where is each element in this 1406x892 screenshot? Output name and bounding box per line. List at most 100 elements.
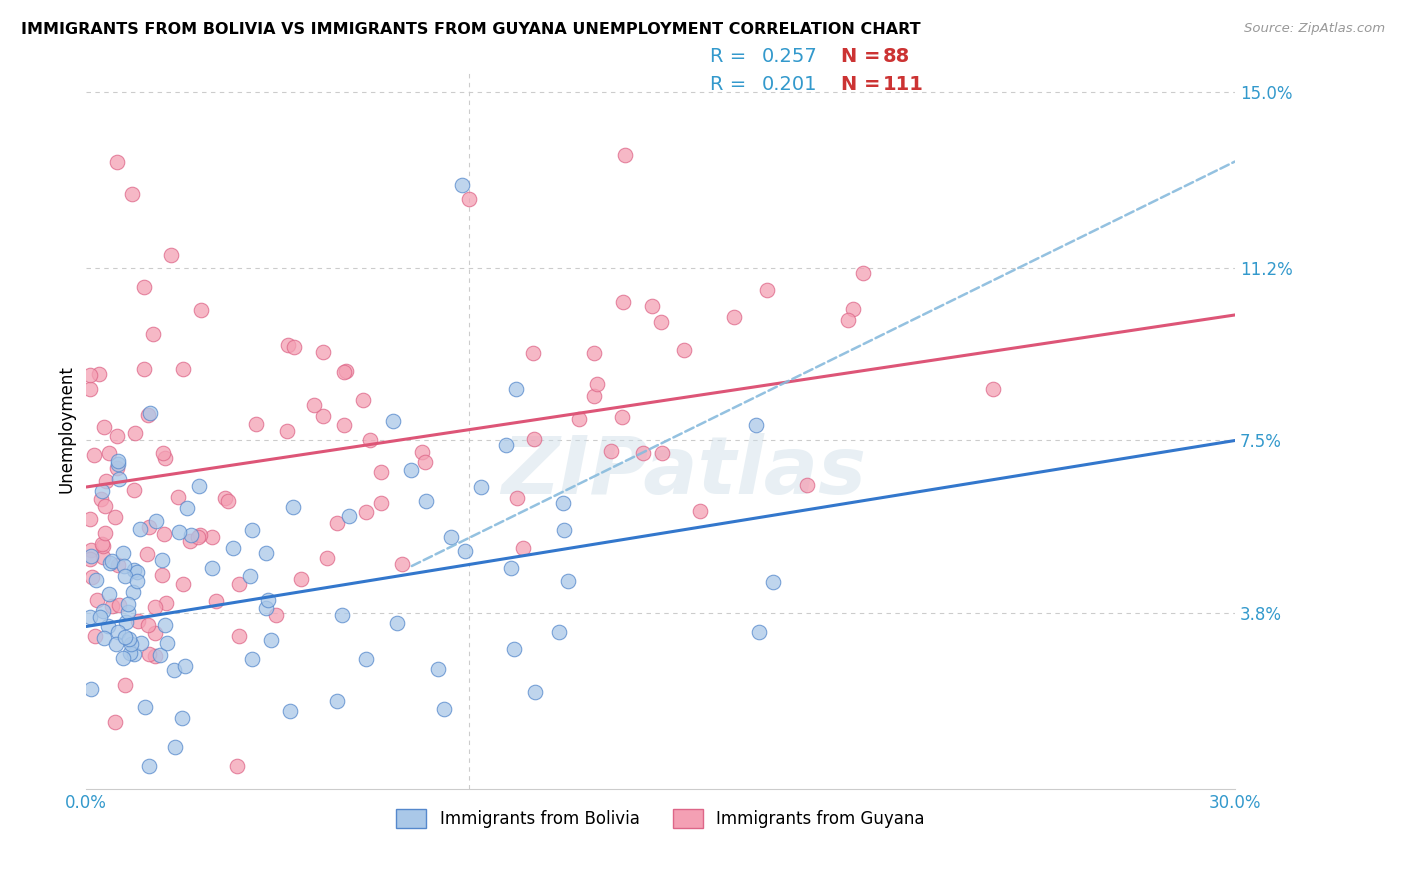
Point [337,509,360,524]
Text: ZIPatlas: ZIPatlas [501,434,866,511]
Point [80,681,103,696]
Point [190,303,212,318]
Point [276,424,298,438]
Point [83,448,105,462]
Point [433,702,456,716]
Point [108,472,131,486]
Point [143,626,166,640]
Point [127,614,149,628]
Point [155,596,177,610]
Point [506,491,529,505]
Point [105,154,128,169]
Point [631,446,654,460]
Point [214,491,236,506]
Point [79,368,101,383]
Point [138,406,160,420]
Point [117,605,139,619]
Point [391,558,413,572]
Point [153,618,176,632]
Point [278,704,301,718]
Point [505,382,527,396]
Point [179,533,201,548]
Point [612,294,634,309]
Point [650,315,672,329]
Point [98,446,121,460]
Point [138,759,160,773]
Point [470,480,492,494]
Point [411,444,433,458]
Point [547,624,569,639]
Point [166,490,188,504]
Point [94,499,117,513]
Point [495,438,517,452]
Point [91,604,114,618]
Point [837,313,859,327]
Legend: Immigrants from Bolivia, Immigrants from Guyana: Immigrants from Bolivia, Immigrants from… [389,803,932,835]
Point [118,646,141,660]
Point [256,546,278,560]
Point [311,409,333,423]
Point [163,740,186,755]
Point [93,420,115,434]
Point [180,527,202,541]
Point [86,592,108,607]
Point [145,514,167,528]
Point [522,346,544,360]
Point [415,493,437,508]
Point [796,477,818,491]
Point [108,598,131,612]
Point [136,618,159,632]
Point [228,629,250,643]
Point [359,433,381,447]
Point [326,694,349,708]
Point [80,543,103,558]
Point [80,570,103,584]
Point [217,493,239,508]
Point [302,398,325,412]
Point [121,187,143,202]
Point [97,618,120,632]
Point [100,599,122,613]
Point [143,600,166,615]
Point [91,536,114,550]
Point [169,525,191,540]
Point [312,345,335,359]
Point [132,362,155,376]
Point [745,417,768,432]
Point [138,519,160,533]
Point [89,609,111,624]
Text: 0.257: 0.257 [762,46,818,66]
Point [153,451,176,466]
Point [283,340,305,354]
Point [370,496,392,510]
Point [114,569,136,583]
Point [163,663,186,677]
Text: N =: N = [841,75,887,95]
Point [381,414,404,428]
Point [613,148,636,162]
Point [172,361,194,376]
Point [551,496,574,510]
Point [316,551,339,566]
Point [281,500,304,515]
Point [354,505,377,519]
Point [170,711,193,725]
Text: Source: ZipAtlas.com: Source: ZipAtlas.com [1244,22,1385,36]
Point [557,574,579,588]
Point [127,565,149,579]
Point [264,607,287,622]
Point [568,411,591,425]
Point [136,409,159,423]
Point [187,479,209,493]
Point [124,425,146,440]
Point [672,343,695,357]
Text: R =: R = [710,75,752,95]
Point [458,193,481,207]
Point [112,651,135,665]
Point [136,547,159,561]
Point [326,516,349,530]
Point [121,585,143,599]
Point [105,461,128,475]
Point [111,546,134,560]
Point [150,568,173,582]
